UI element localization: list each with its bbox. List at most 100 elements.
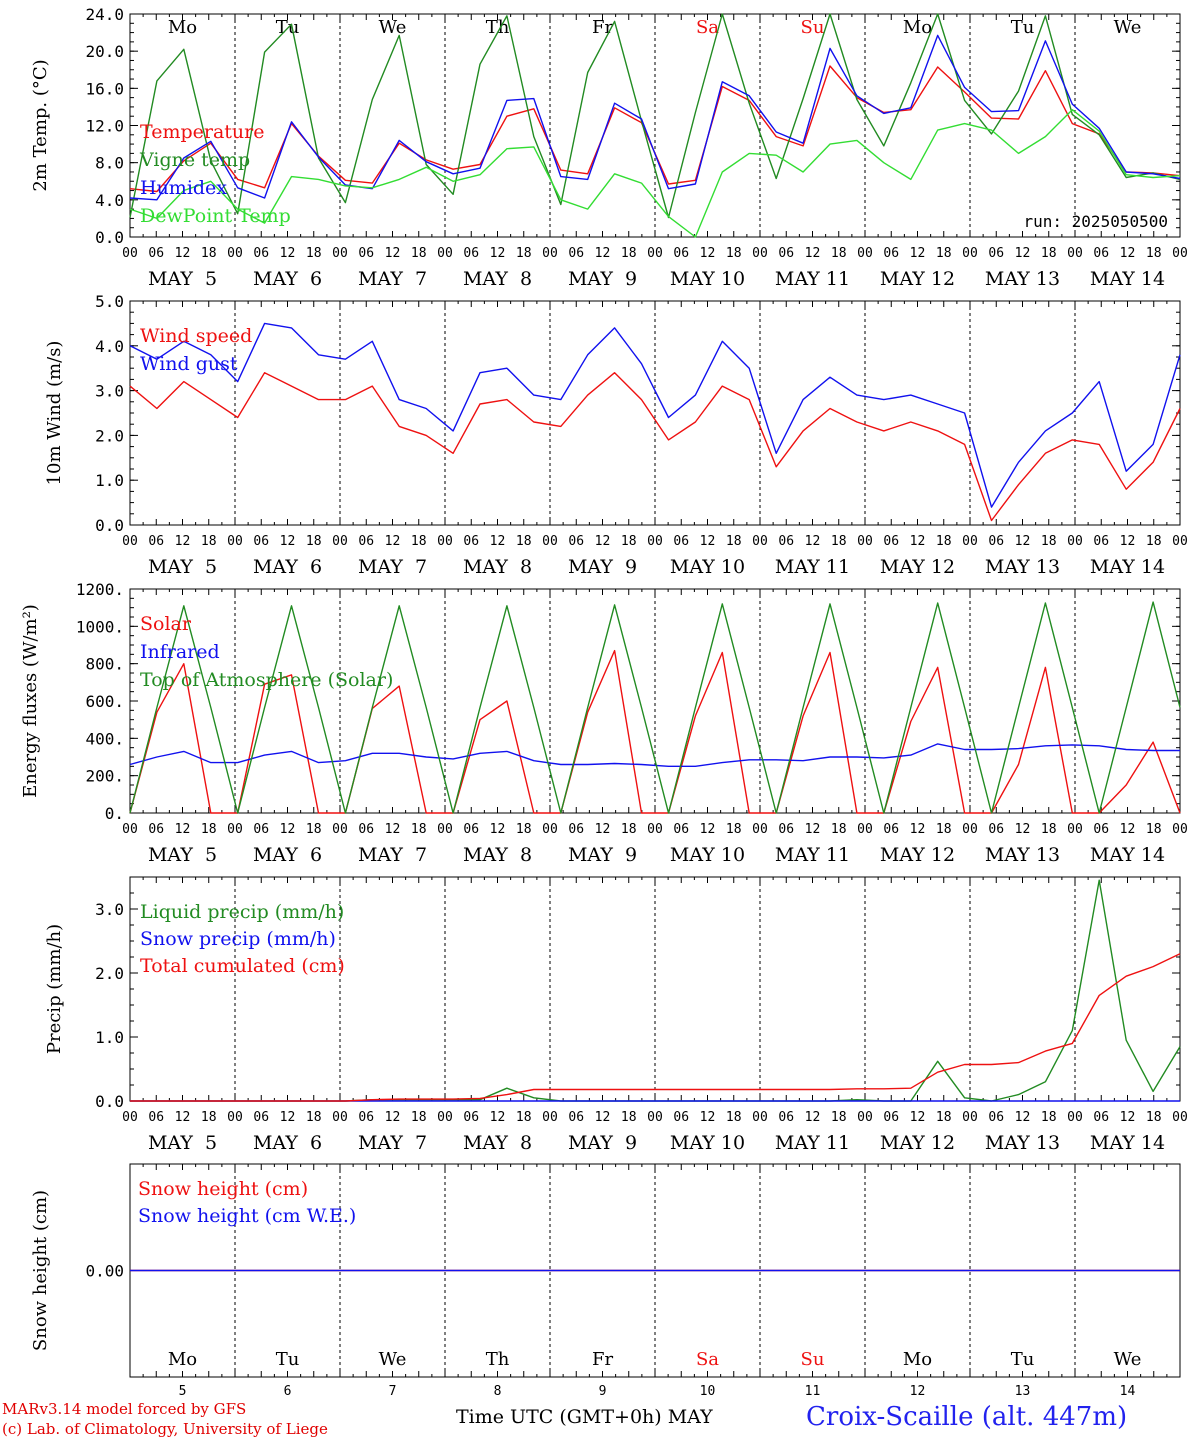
y-tick-label: 12.0 bbox=[85, 117, 124, 136]
hour-label: 06 bbox=[463, 534, 479, 549]
date-label: MAY 7 bbox=[358, 1132, 427, 1154]
hour-label: 18 bbox=[621, 822, 637, 837]
hour-label: 18 bbox=[1041, 822, 1057, 837]
weekday-label: Mo bbox=[168, 1349, 197, 1370]
hour-label: 18 bbox=[936, 1110, 952, 1125]
hour-label: 18 bbox=[936, 822, 952, 837]
hour-label: 00 bbox=[962, 246, 978, 261]
hour-label: 12 bbox=[1015, 534, 1031, 549]
hour-label: 18 bbox=[1041, 1110, 1057, 1125]
hour-label: 18 bbox=[621, 1110, 637, 1125]
y-tick-label: 400. bbox=[85, 729, 124, 748]
hour-label: 00 bbox=[332, 246, 348, 261]
day-number: 11 bbox=[805, 1384, 821, 1399]
date-label: MAY 8 bbox=[463, 556, 532, 578]
y-tick-label: 16.0 bbox=[85, 79, 124, 98]
weekday-label: Su bbox=[801, 1349, 825, 1370]
date-label: MAY 14 bbox=[1090, 556, 1165, 578]
hour-label: 18 bbox=[1041, 534, 1057, 549]
panel-5: 0.00 Snow height (cm) 5 6 7 8 9 10 11 12 13 14 Mo Tu W… bbox=[30, 1163, 1181, 1399]
day-number: 12 bbox=[910, 1384, 926, 1399]
weekday-label: Sa bbox=[696, 1349, 719, 1370]
hour-label: 18 bbox=[1146, 246, 1162, 261]
hour-label: 00 bbox=[1172, 534, 1188, 549]
hour-label: 00 bbox=[437, 534, 453, 549]
hour-label: 00 bbox=[437, 1110, 453, 1125]
date-label: MAY 8 bbox=[463, 268, 532, 290]
hour-label: 12 bbox=[595, 534, 611, 549]
hour-label: 06 bbox=[358, 534, 374, 549]
hour-label: 06 bbox=[568, 534, 584, 549]
hour-label: 06 bbox=[883, 534, 899, 549]
x-axis-title: Time UTC (GMT+0h) MAY bbox=[456, 1406, 713, 1428]
y-tick-label: 0.0 bbox=[95, 1092, 124, 1111]
hour-label: 06 bbox=[568, 1110, 584, 1125]
date-label: MAY 11 bbox=[775, 268, 850, 290]
hour-label: 18 bbox=[621, 246, 637, 261]
y-axis-title: 2m Temp. (°C) bbox=[30, 59, 51, 191]
y-tick-label: 4.0 bbox=[95, 337, 124, 356]
hour-label: 12 bbox=[910, 1110, 926, 1125]
panel-1: 0.0 4.0 8.0 12.0 16.0 20.0 24.0 2m Temp. (°C) 00… bbox=[30, 5, 1188, 290]
day-number: 13 bbox=[1015, 1384, 1031, 1399]
legend-entry: Vigne temp bbox=[139, 149, 250, 171]
hour-label: 18 bbox=[306, 1110, 322, 1125]
weekday-label: Mo bbox=[168, 17, 197, 38]
day-number: 14 bbox=[1120, 1384, 1136, 1399]
y-tick-label: 20.0 bbox=[85, 42, 124, 61]
hour-label: 06 bbox=[883, 822, 899, 837]
day-number: 8 bbox=[494, 1384, 502, 1399]
hour-label: 00 bbox=[542, 1110, 558, 1125]
hour-label: 06 bbox=[883, 246, 899, 261]
date-label: MAY 8 bbox=[463, 1132, 532, 1154]
y-tick-label: 3.0 bbox=[95, 900, 124, 919]
weekday-label: Fr bbox=[592, 17, 613, 38]
hour-label: 06 bbox=[358, 822, 374, 837]
plot-frame bbox=[129, 13, 1181, 238]
hour-label: 00 bbox=[962, 1110, 978, 1125]
hour-label: 12 bbox=[385, 822, 401, 837]
hour-label: 06 bbox=[673, 1110, 689, 1125]
legend-entry: Wind gust bbox=[140, 353, 238, 375]
date-label: MAY 6 bbox=[253, 268, 322, 290]
hour-label: 18 bbox=[1146, 534, 1162, 549]
hour-label: 18 bbox=[726, 534, 742, 549]
hour-label: 06 bbox=[148, 822, 164, 837]
date-label: MAY 7 bbox=[358, 268, 427, 290]
hour-label: 00 bbox=[227, 246, 243, 261]
weekday-label: We bbox=[379, 17, 407, 38]
hour-label: 18 bbox=[201, 822, 217, 837]
hour-label: 12 bbox=[700, 822, 716, 837]
weekday-label: Mo bbox=[903, 17, 932, 38]
weekday-label: Su bbox=[801, 17, 825, 38]
y-tick-label: 1.0 bbox=[95, 471, 124, 490]
hour-label: 00 bbox=[437, 822, 453, 837]
hour-label: 00 bbox=[752, 246, 768, 261]
hour-label: 18 bbox=[1146, 1110, 1162, 1125]
hour-label: 00 bbox=[857, 1110, 873, 1125]
meteogram: 0.0 4.0 8.0 12.0 16.0 20.0 24.0 2m Temp. (°C) 00… bbox=[20, 5, 1188, 1399]
date-label: MAY 13 bbox=[985, 268, 1060, 290]
y-tick-label: 0.0 bbox=[95, 516, 124, 535]
hour-label: 18 bbox=[411, 534, 427, 549]
hour-label: 06 bbox=[1093, 1110, 1109, 1125]
y-tick-label: 600. bbox=[85, 692, 124, 711]
weekday-label: Tu bbox=[276, 1349, 300, 1370]
hour-label: 18 bbox=[411, 822, 427, 837]
hour-label: 18 bbox=[201, 1110, 217, 1125]
hour-label: 12 bbox=[1120, 1110, 1136, 1125]
hour-label: 18 bbox=[831, 822, 847, 837]
hour-label: 12 bbox=[280, 1110, 296, 1125]
hour-label: 18 bbox=[516, 246, 532, 261]
hour-label: 18 bbox=[1146, 822, 1162, 837]
hour-label: 12 bbox=[385, 246, 401, 261]
hour-label: 06 bbox=[463, 246, 479, 261]
hour-label: 06 bbox=[148, 246, 164, 261]
hour-label: 00 bbox=[1172, 1110, 1188, 1125]
hour-label: 00 bbox=[857, 246, 873, 261]
hour-label: 18 bbox=[621, 534, 637, 549]
series-line-total-cumulated-cm- bbox=[130, 953, 1181, 1102]
hour-label: 06 bbox=[148, 534, 164, 549]
hour-label: 06 bbox=[568, 246, 584, 261]
date-label: MAY 10 bbox=[670, 268, 745, 290]
